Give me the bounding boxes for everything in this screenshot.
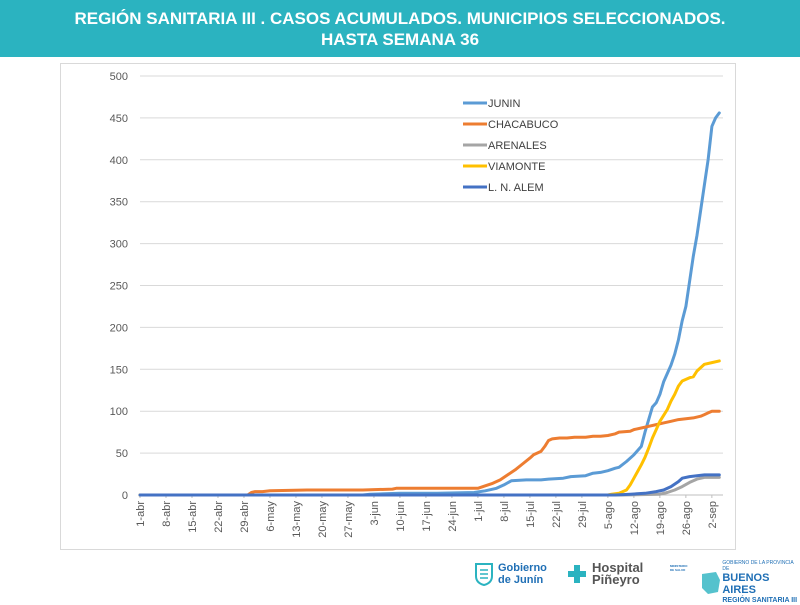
logo-gob-prov: GOBIERNO DE LA PROVINCIA DE	[722, 560, 794, 572]
y-tick-label: 200	[110, 322, 128, 334]
x-tick-label: 29-abr	[239, 501, 251, 533]
y-tick-label: 300	[110, 239, 128, 251]
x-tick-label: 1-jul	[473, 501, 485, 522]
legend-label: JUNIN	[488, 98, 520, 110]
logo-ministerio: MINISTERIO DE SALUD	[670, 564, 692, 572]
x-tick-label: 6-may	[265, 501, 277, 532]
logo-ministerio-text: MINISTERIO DE SALUD	[670, 564, 688, 572]
y-tick-label: 50	[116, 448, 128, 460]
x-tick-label: 17-jun	[421, 501, 433, 532]
logo-ba: BUENOS AIRES	[722, 572, 770, 596]
legend-label: VIAMONTE	[488, 161, 545, 173]
y-tick-label: 250	[110, 281, 128, 293]
series-line-viamonte	[138, 359, 721, 497]
logo-hospital-line2: Piñeyro	[592, 572, 640, 587]
legend-label: L. N. ALEM	[488, 182, 544, 194]
x-tick-label: 20-may	[317, 501, 329, 538]
junin-shield-icon	[475, 563, 493, 586]
x-tick-label: 29-jul	[577, 501, 589, 528]
footer-logos: Gobierno de Junín Hospital Piñeyro MINIS…	[0, 556, 800, 604]
hospital-cross-icon	[568, 565, 586, 583]
x-tick-label: 13-may	[291, 501, 303, 538]
logo-junin-line1: Gobierno	[498, 562, 547, 574]
x-tick-label: 2-sep	[707, 501, 719, 529]
x-tick-label: 27-may	[343, 501, 355, 538]
x-tick-label: 10-jun	[395, 501, 407, 532]
series-line-chacabuco	[138, 409, 721, 497]
x-tick-label: 15-jul	[525, 501, 537, 528]
logo-region: REGIÓN SANITARIA III	[722, 597, 798, 604]
x-tick-label: 3-jun	[369, 501, 381, 525]
logo-hospital-line1: Hospital	[592, 560, 644, 575]
y-tick-label: 100	[110, 406, 128, 418]
x-tick-label: 22-abr	[213, 501, 225, 533]
x-tick-label: 5-ago	[603, 501, 615, 529]
header-banner: REGIÓN SANITARIA III . CASOS ACUMULADOS.…	[0, 0, 800, 57]
y-tick-label: 150	[110, 364, 128, 376]
logo-buenos-aires: GOBIERNO DE LA PROVINCIA DE BUENOS AIRES…	[698, 560, 800, 605]
x-tick-label: 12-ago	[629, 501, 641, 535]
y-tick-label: 350	[110, 197, 128, 209]
legend-label: ARENALES	[488, 140, 547, 152]
x-tick-label: 1-abr	[135, 501, 147, 527]
province-map-icon	[702, 571, 720, 594]
x-tick-label: 8-jul	[499, 501, 511, 522]
legend-label: CHACABUCO	[488, 119, 559, 131]
x-tick-label: 8-abr	[161, 501, 173, 527]
x-tick-label: 19-ago	[655, 501, 667, 535]
logo-junin-line2: de Junín	[498, 574, 544, 586]
y-tick-label: 450	[110, 113, 128, 125]
x-tick-label: 22-jul	[551, 501, 563, 528]
x-tick-label: 24-jun	[447, 501, 459, 532]
y-tick-label: 400	[110, 155, 128, 167]
chart-title-line1: REGIÓN SANITARIA III . CASOS ACUMULADOS.…	[74, 9, 726, 28]
chart-canvas: 0 50 100 150 200 250 300 350 400 450 500 1-abr 8-abr…	[110, 71, 723, 538]
y-tick-label: 500	[110, 71, 128, 83]
logo-hospital-pineyro: Hospital Piñeyro	[566, 560, 644, 587]
y-tick-label: 0	[122, 490, 128, 502]
logo-gobierno-junin: Gobierno de Junín	[474, 562, 547, 586]
x-tick-label: 26-ago	[681, 501, 693, 535]
plot-frame	[60, 63, 736, 550]
x-tick-label: 15-abr	[187, 501, 199, 533]
series-line-junin	[138, 111, 721, 497]
chart-title-line2: HASTA SEMANA 36	[320, 30, 480, 49]
series-line-l-n-alem	[138, 473, 721, 497]
